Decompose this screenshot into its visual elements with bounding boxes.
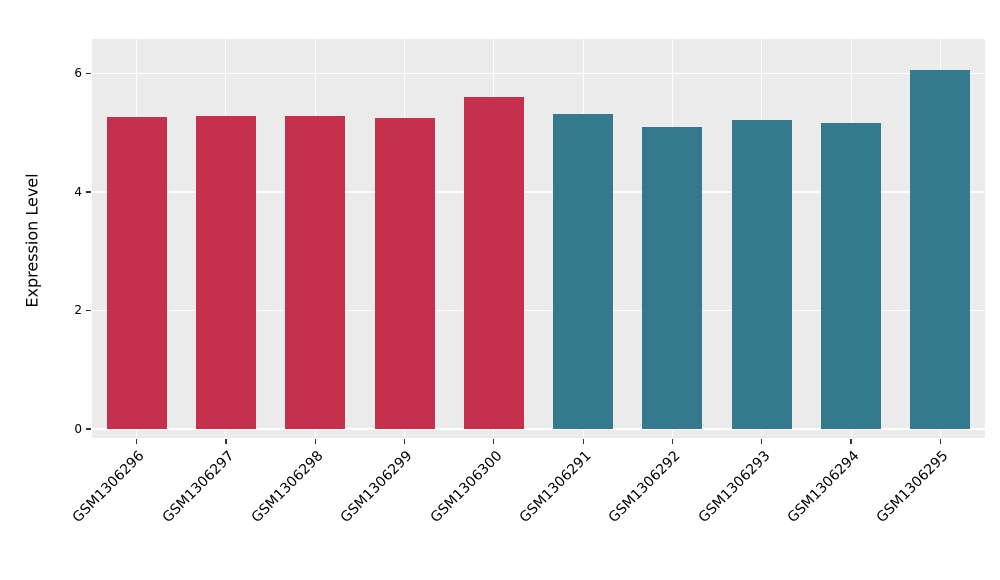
horizontal-gridline bbox=[92, 191, 985, 193]
x-tick-mark bbox=[850, 439, 852, 444]
horizontal-gridline bbox=[92, 72, 985, 75]
x-tick-label: GSM1306298 bbox=[248, 448, 327, 526]
horizontal-gridline bbox=[92, 309, 985, 312]
y-tick-label: 0 bbox=[74, 422, 82, 436]
x-tick-label: GSM1306297 bbox=[159, 448, 238, 526]
x-tick-mark bbox=[493, 439, 495, 444]
y-tick-label: 4 bbox=[74, 184, 82, 199]
x-tick-mark bbox=[939, 439, 941, 444]
y-tick-label: 2 bbox=[74, 303, 82, 318]
bar-GSM1306295 bbox=[910, 70, 971, 429]
x-tick-mark bbox=[136, 439, 138, 444]
x-tick-mark bbox=[582, 439, 584, 444]
x-tick-label: GSM1306292 bbox=[605, 448, 684, 526]
y-tick-mark bbox=[86, 309, 91, 312]
bar-GSM1306297 bbox=[195, 116, 256, 429]
y-tick-mark bbox=[86, 72, 91, 74]
x-tick-label: GSM1306296 bbox=[70, 448, 148, 526]
x-tick-mark bbox=[403, 439, 406, 444]
bar-GSM1306300 bbox=[463, 97, 524, 429]
x-tick-mark bbox=[314, 439, 316, 444]
x-tick-label: GSM1306293 bbox=[695, 448, 774, 526]
horizontal-gridline bbox=[92, 428, 985, 430]
x-tick-label: GSM1306299 bbox=[337, 448, 416, 526]
x-tick-label: GSM1306300 bbox=[427, 448, 506, 526]
x-tick-mark bbox=[671, 439, 674, 444]
bar-GSM1306293 bbox=[731, 119, 792, 429]
y-tick-mark bbox=[86, 191, 91, 193]
x-tick-label: GSM1306294 bbox=[784, 448, 863, 526]
x-tick-label: GSM1306291 bbox=[516, 448, 595, 526]
bar-GSM1306299 bbox=[374, 118, 435, 429]
bar-GSM1306294 bbox=[821, 122, 882, 429]
plot-panel bbox=[92, 39, 985, 438]
bar-GSM1306291 bbox=[553, 113, 614, 429]
x-tick-mark bbox=[761, 439, 763, 444]
bar-GSM1306296 bbox=[106, 116, 167, 429]
x-tick-label: GSM1306295 bbox=[873, 448, 952, 526]
y-tick-label: 6 bbox=[74, 66, 82, 81]
x-tick-mark bbox=[225, 439, 227, 444]
y-tick-mark bbox=[86, 428, 91, 430]
bar-GSM1306298 bbox=[285, 116, 346, 429]
bar-GSM1306292 bbox=[642, 126, 703, 429]
